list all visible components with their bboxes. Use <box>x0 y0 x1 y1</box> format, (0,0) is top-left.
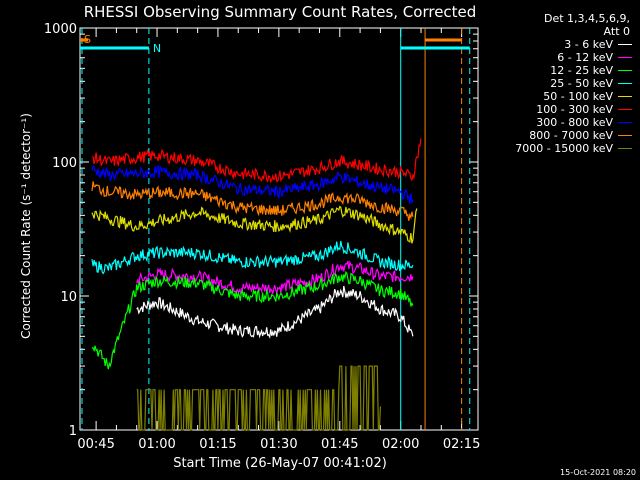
legend-swatch <box>618 122 632 123</box>
legend-swatch <box>618 83 632 84</box>
legend-label: 100 - 300 keV <box>536 103 613 116</box>
legend-header-line-1: Det 1,3,4,5,6,9, <box>543 12 630 25</box>
series-line <box>136 259 414 295</box>
legend-swatch <box>618 135 632 136</box>
legend-header-line-2: Att 0 <box>603 25 630 38</box>
legend-swatch <box>618 109 632 110</box>
series-line <box>91 240 414 275</box>
y-axis-label: Corrected Count Rate (s⁻¹ detector⁻¹) <box>19 113 33 339</box>
series-line <box>91 164 414 205</box>
legend-swatch <box>618 70 632 71</box>
vertical-markers <box>81 28 471 430</box>
flag-bars: SN <box>80 33 470 55</box>
legend-label: 50 - 100 keV <box>543 90 613 103</box>
y-tick-label: 1 <box>69 424 77 439</box>
legend-swatch <box>618 96 632 97</box>
legend-swatch <box>618 57 632 58</box>
legend-label: 12 - 25 keV <box>550 64 613 77</box>
x-tick-label: 01:15 <box>199 437 236 452</box>
legend-label: 6 - 12 keV <box>557 51 613 64</box>
y-tick-label: 1000 <box>44 22 77 37</box>
y-tick-label: 100 <box>52 156 77 171</box>
timestamp: 15-Oct-2021 08:20 <box>560 468 636 477</box>
flag-label: S <box>84 33 91 46</box>
series-line <box>91 181 414 221</box>
x-tick-label: 02:15 <box>443 437 480 452</box>
legend-entry: 800 - 7000 keV <box>486 129 632 142</box>
x-axis-label: Start Time (26-May-07 00:41:02) <box>173 456 387 471</box>
legend: Det 1,3,4,5,6,9, Att 0 3 - 6 keV 6 - 12 k… <box>486 12 632 155</box>
legend-rows: 3 - 6 keV 6 - 12 keV 12 - 25 keV 25 - 50 ke… <box>486 38 632 155</box>
chart-title: RHESSI Observing Summary Count Rates, Co… <box>84 3 477 21</box>
series-line <box>136 365 381 431</box>
flag-label: N <box>153 42 161 55</box>
series-lines <box>91 138 422 431</box>
legend-entry: 100 - 300 keV <box>486 103 632 116</box>
legend-entry: 3 - 6 keV <box>486 38 632 51</box>
legend-entry: 12 - 25 keV <box>486 64 632 77</box>
x-tick-label: 01:45 <box>321 437 358 452</box>
legend-label: 300 - 800 keV <box>536 116 613 129</box>
series-line <box>91 138 422 184</box>
series-line <box>136 285 414 339</box>
legend-entry: 6 - 12 keV <box>486 51 632 64</box>
x-tick-label: 01:30 <box>260 437 297 452</box>
x-tick-label: 02:00 <box>382 437 419 452</box>
legend-entry: 300 - 800 keV <box>486 116 632 129</box>
legend-label: 7000 - 15000 keV <box>515 142 613 155</box>
legend-entry: 25 - 50 keV <box>486 77 632 90</box>
legend-label: 3 - 6 keV <box>564 38 613 51</box>
legend-swatch <box>618 44 632 45</box>
x-tick-label: 01:00 <box>138 437 175 452</box>
legend-entry: 50 - 100 keV <box>486 90 632 103</box>
axis-ticks: 1 10 100 1000 00:45 01:00 01:15 01:30 01:45 02:00… <box>44 22 480 452</box>
legend-label: 25 - 50 keV <box>550 77 613 90</box>
legend-label: 800 - 7000 keV <box>529 129 613 142</box>
x-tick-label: 00:45 <box>77 437 114 452</box>
y-tick-label: 10 <box>60 290 77 305</box>
series-line <box>91 270 414 370</box>
series-line <box>91 205 418 244</box>
legend-swatch <box>618 148 632 149</box>
legend-entry: 7000 - 15000 keV <box>486 142 632 155</box>
